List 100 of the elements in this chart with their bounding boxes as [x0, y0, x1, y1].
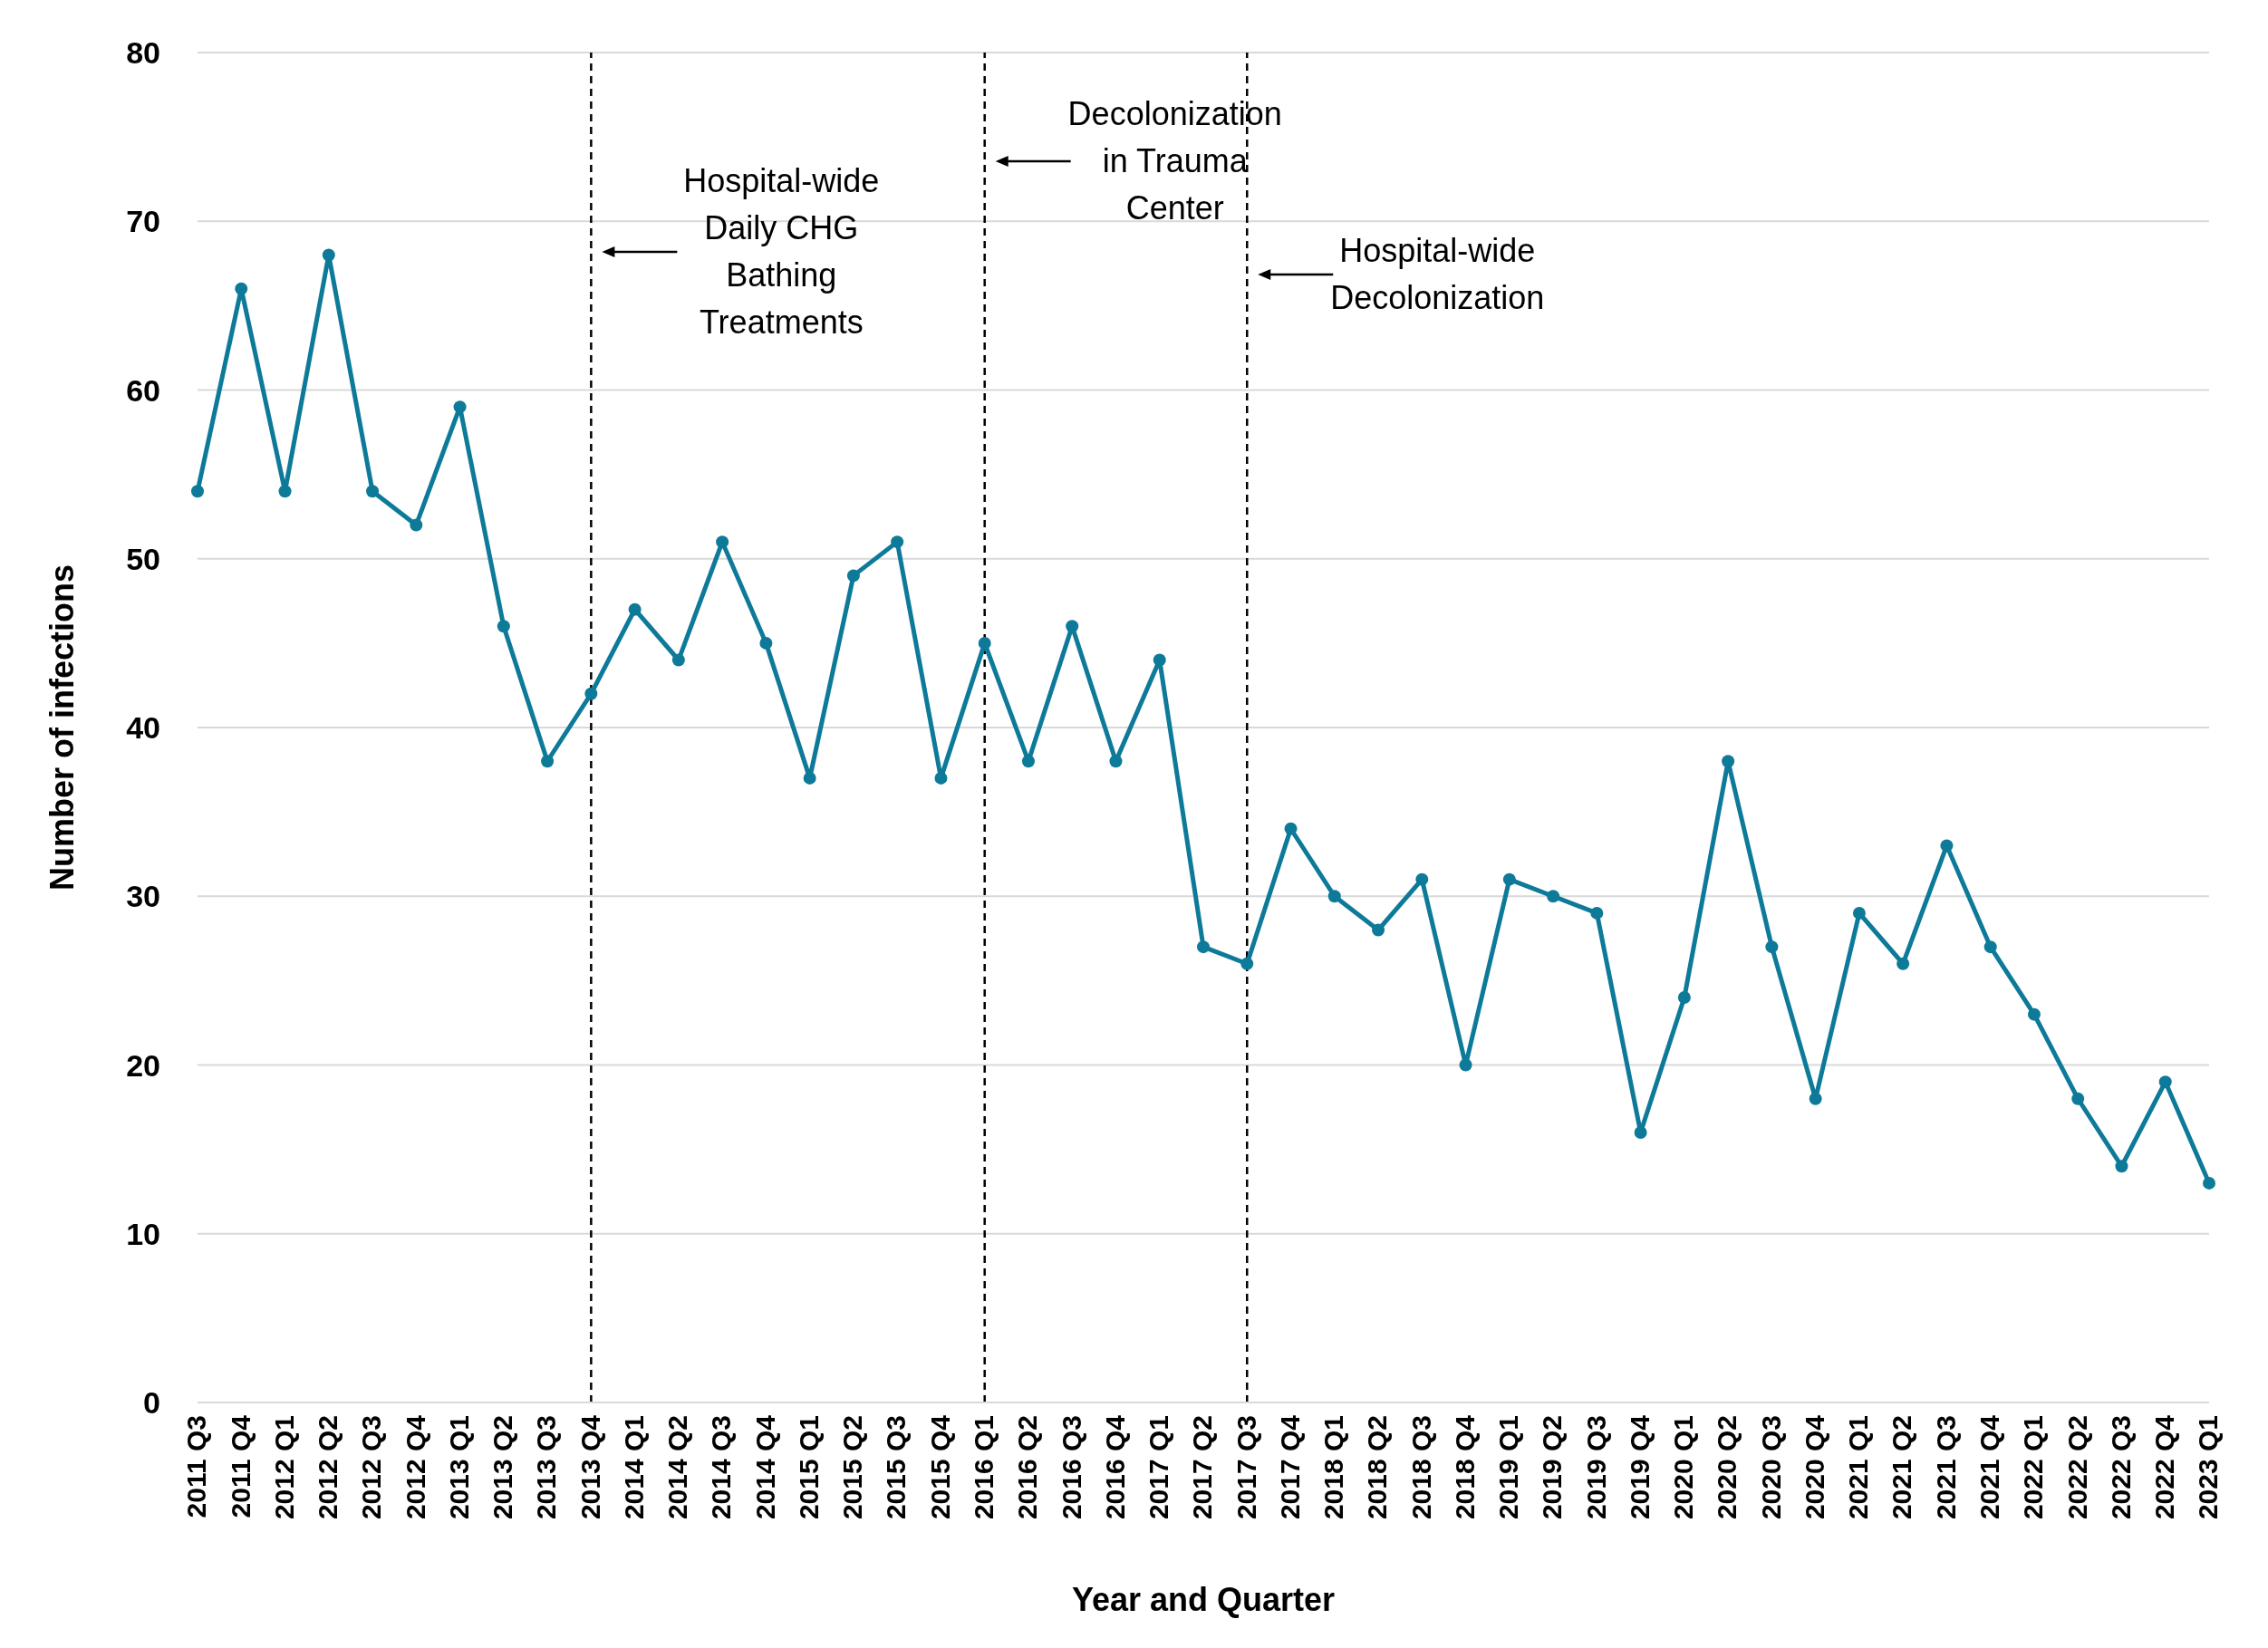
y-tick-label: 50 [126, 541, 160, 576]
x-tick-label: 2017 Q4 [1274, 1414, 1305, 1520]
point [1459, 1058, 1472, 1072]
x-tick-label: 2015 Q1 [793, 1415, 824, 1520]
point [584, 687, 598, 700]
x-tick-label: 2019 Q2 [1537, 1415, 1568, 1520]
point [541, 755, 555, 768]
point [1372, 923, 1385, 937]
x-tick-label: 2019 Q1 [1493, 1415, 1524, 1520]
x-tick-label: 2022 Q3 [2105, 1415, 2136, 1520]
point [846, 569, 860, 583]
point [1677, 991, 1691, 1004]
point [1547, 890, 1560, 903]
x-tick-label: 2013 Q2 [487, 1415, 518, 1520]
x-tick-label: 2020 Q4 [1799, 1414, 1829, 1520]
x-tick-label: 2012 Q2 [313, 1415, 343, 1520]
point [1109, 755, 1123, 768]
point [1809, 1092, 1822, 1105]
point [1852, 906, 1866, 920]
x-tick-label: 2016 Q1 [969, 1415, 999, 1520]
x-tick-label: 2017 Q2 [1187, 1415, 1218, 1520]
y-tick-label: 60 [126, 372, 160, 408]
x-tick-label: 2018 Q4 [1449, 1414, 1480, 1520]
x-tick-label: 2015 Q3 [881, 1415, 912, 1520]
point [366, 485, 380, 498]
x-tick-label: 2014 Q4 [749, 1414, 780, 1520]
point [1327, 890, 1341, 903]
y-tick-label: 70 [126, 204, 160, 239]
x-tick-label: 2015 Q4 [924, 1414, 955, 1520]
point [803, 771, 816, 785]
x-tick-label: 2021 Q4 [1974, 1414, 2004, 1520]
point [2203, 1176, 2215, 1190]
point [1066, 620, 1079, 633]
x-tick-label: 2019 Q4 [1624, 1414, 1655, 1520]
x-tick-label: 2022 Q1 [2018, 1415, 2049, 1520]
point [2071, 1092, 2085, 1105]
x-tick-label: 2013 Q3 [531, 1415, 562, 1520]
point [1197, 940, 1210, 954]
point [716, 535, 729, 549]
point [410, 518, 423, 532]
point [1983, 940, 1997, 954]
x-tick-label: 2022 Q2 [2061, 1415, 2092, 1520]
x-tick-label: 2018 Q3 [1405, 1415, 1436, 1520]
x-tick-label: 2016 Q2 [1012, 1415, 1043, 1520]
x-tick-label: 2014 Q3 [706, 1415, 737, 1520]
y-tick-label: 30 [126, 879, 160, 914]
x-tick-label: 2014 Q1 [618, 1415, 649, 1520]
x-tick-label: 2017 Q1 [1144, 1415, 1174, 1520]
x-tick-label: 2022 Q4 [2149, 1414, 2180, 1520]
x-tick-label: 2018 Q2 [1362, 1415, 1393, 1520]
x-tick-label: 2019 Q3 [1580, 1415, 1611, 1520]
point [759, 636, 773, 650]
y-tick-label: 40 [126, 710, 160, 746]
x-tick-label: 2013 Q4 [574, 1414, 605, 1520]
point [453, 400, 467, 414]
point [1765, 940, 1779, 954]
point [934, 771, 948, 785]
x-tick-label: 2011 Q4 [225, 1414, 256, 1518]
point [1940, 839, 1954, 853]
ref-line-label: Hospital-wide Decolonization [1330, 232, 1545, 316]
point [1415, 872, 1429, 886]
y-tick-label: 10 [126, 1216, 160, 1251]
x-tick-label: 2017 Q3 [1231, 1415, 1261, 1520]
x-tick-label: 2016 Q3 [1056, 1415, 1086, 1520]
x-tick-label: 2020 Q2 [1712, 1415, 1742, 1520]
x-tick-label: 2013 Q1 [443, 1415, 474, 1520]
point [628, 602, 642, 616]
x-axis-title: Year and Quarter [1071, 1581, 1336, 1618]
point [1634, 1126, 1647, 1139]
ref-line-label: Decolonization in Trauma Center [1067, 95, 1282, 226]
y-tick-label: 0 [143, 1385, 160, 1421]
x-tick-label: 2011 Q3 [181, 1415, 212, 1518]
point [1896, 957, 1910, 970]
point [2115, 1160, 2128, 1173]
x-tick-label: 2012 Q3 [356, 1415, 387, 1520]
point [322, 248, 335, 262]
x-tick-label: 2014 Q2 [662, 1415, 693, 1520]
point [1722, 755, 1735, 768]
x-tick-label: 2021 Q1 [1843, 1415, 1874, 1520]
point [235, 282, 248, 295]
point [497, 620, 510, 633]
point [278, 485, 292, 498]
point [1284, 822, 1298, 835]
x-tick-label: 2021 Q3 [1930, 1415, 1961, 1520]
y-tick-label: 80 [126, 35, 160, 71]
point [891, 535, 904, 549]
point [671, 653, 685, 667]
point [1590, 906, 1604, 920]
y-tick-label: 20 [126, 1047, 160, 1083]
point [1240, 957, 1254, 970]
point [1502, 872, 1516, 886]
point [1153, 653, 1166, 667]
ref-line-label: Hospital-wide Daily CHG Bathing Treatments [683, 162, 880, 341]
x-tick-label: 2012 Q4 [400, 1414, 430, 1520]
x-tick-label: 2023 Q1 [2193, 1415, 2224, 1520]
point [978, 636, 991, 650]
point [191, 485, 204, 498]
point [2158, 1075, 2172, 1089]
x-tick-label: 2016 Q4 [1099, 1414, 1130, 1520]
point [1021, 755, 1035, 768]
